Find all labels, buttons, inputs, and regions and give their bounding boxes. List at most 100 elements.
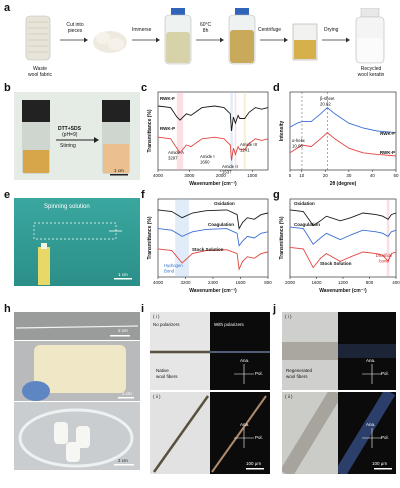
e-scale-label: 1 cm [118,272,128,277]
panel-j-2-bright: ( ii ) [282,392,338,474]
i-caption: Native wool fibers [156,368,178,379]
series-label-1: Coagulation [294,222,320,227]
x-tick-label-4: 400 [392,280,400,285]
keratin-label: Recycled wool keratin [357,66,385,78]
regen-fiber-bright-image [282,342,338,360]
x-tick-label-2: 1200 [338,280,349,285]
panel-i-1-bright: ( i ) No polarizers Native wool fibers [150,312,210,390]
b-scale-label: 1 cm [114,168,124,173]
x-tick-label-0: 4000 [153,280,164,285]
h-scale-mid: 1 cm [122,391,132,396]
panel-j-2-polarized: Ana. Pol. 100 μm [338,392,396,474]
i-pol-label: Pol. [255,371,263,376]
j-scale-label: 100 μm [372,461,388,466]
highlight-band-0 [386,199,390,277]
x-axis-label: Wavenumber (cm⁻¹) [189,288,237,294]
panel-label-a: a [4,2,11,14]
wool-fabric-image [25,15,51,61]
x-axis-label: 2θ (degree) [330,181,357,187]
i-roman-1: ( i ) [153,314,160,319]
i-ana-label-2: Ana. [240,422,250,427]
x-tick-label-1: 3200 [180,280,191,285]
i-ana-label: Ana. [240,358,250,363]
series-label-0: Oxidation [214,201,235,206]
e-title: Spinning solution [44,204,90,210]
series-label-2: Stock Solution [320,261,352,266]
fiber-spools-image [18,408,134,468]
arrow-label-immerse: Immerse [132,27,152,33]
highlight-band-0 [176,92,184,170]
x-tick-label-1: 3000 [184,173,195,178]
y-axis-label: Transmittance (%) [279,216,285,259]
x-tick-label-2: 2000 [216,173,227,178]
arrow-label-cut: Cut into pieces [66,22,84,34]
chart-g-ftir: Oxidation Coagulation Stock Solution 2000 16… [279,198,400,294]
native-fiber-2-pol-image [211,395,267,473]
j-ana-label-2: Ana. [366,422,376,427]
arrow-label-drying: Drying [324,27,339,33]
series-line-1 [289,132,397,157]
chart-d-xrd: RWK-F RWK-P 5 10 20 30 40 50 2θ (degree) Intensit… [279,91,399,187]
arrow-2 [132,37,160,43]
panel-label-g: g [273,189,280,201]
panel-e-photo: Spinning solution 1 cm [14,198,140,286]
annotation-1: α-helix 10.08 [292,138,306,148]
x-axis-label: Wavenumber (cm⁻¹) [189,181,237,187]
highlight-band-0 [175,199,189,277]
x-tick-label-0: 4000 [153,173,164,178]
plot-frame [157,91,269,171]
native-fiber-pol-image [210,351,270,384]
series-line-0 [289,209,397,227]
arrow-label-centrifuge: Centrifuge [258,27,282,33]
panel-h-photo-mid: 1 cm [14,341,140,401]
highlight-band-2 [234,92,237,170]
chart-c-ftir: RWK-F RWK-P 4000 3000 2000 1000 Wavenumber (cm… [147,91,269,187]
wool-fabric-label: Waste wool fabric [28,66,52,78]
series-label-0: RWK-F [380,131,395,136]
i-no-pol-label: No polarizers [153,322,180,327]
x-tick-label-3: 1600 [235,280,246,285]
native-fiber-bright-image [150,350,210,354]
beaker-image [292,23,318,61]
panel-j-1-polarized: Ana. Pol. [338,312,396,390]
series-label-1: RWK-P [160,126,175,131]
panel-label-j: j [273,303,277,315]
annotation-0: β-sheet 20.82 [320,96,335,106]
panel-h-photo-top: 2 cm [14,312,140,340]
series-line-0 [157,105,269,132]
series-line-0 [157,209,269,230]
x-tick-label-0: 5 [289,173,292,178]
x-tick-label-0: 2000 [285,280,296,285]
series-label-2: Stock Solution [192,247,224,252]
panel-label-h: h [4,303,11,315]
x-tick-label-5: 50 [393,173,399,178]
keratin-jar-image [355,8,385,64]
j-pol-label: Pol. [381,371,389,376]
b-arrow-label-1: DTT+SDS [58,126,81,132]
panel-i-2-polarized: Ana. Pol. 100 μm [210,392,270,474]
h-scale-top: 2 cm [118,328,128,333]
series-line-2 [157,248,269,271]
fiber-bundle-image [22,345,134,401]
j-roman-2: ( ii ) [285,394,293,399]
i-roman-2: ( ii ) [153,394,161,399]
x-tick-label-2: 2400 [208,280,219,285]
annotation-0: Hydrogen Bond [164,263,183,273]
annotation-3: Amide III 1241 [240,142,257,152]
x-tick-label-3: 800 [366,280,374,285]
arrow-4 [260,37,288,43]
annotation-2: Amide II 1537 [222,164,238,174]
chart-f-ftir: Oxidation Coagulation Stock Solution 4000 32… [147,198,272,294]
spinning-setup-image [33,222,132,285]
x-tick-label-3: 1000 [247,173,258,178]
b-arrow-label-2: (pH=9) [62,132,78,138]
panel-b-photo: DTT+SDS (pH=9) Stirring 1 cm [14,92,140,180]
j-ana-label: Ana. [366,358,376,363]
i-pol-label-2: Pol. [255,435,263,440]
annotation-0: Disulfide bond [376,253,393,263]
bottle-1-image [164,8,192,65]
panel-i-1-polarized: With polarizers Ana. Pol. [210,312,270,390]
series-label-0: RWK-F [160,96,175,101]
j-pol-label-2: Pol. [381,435,389,440]
h-scale-bot: 2 cm [118,458,128,463]
